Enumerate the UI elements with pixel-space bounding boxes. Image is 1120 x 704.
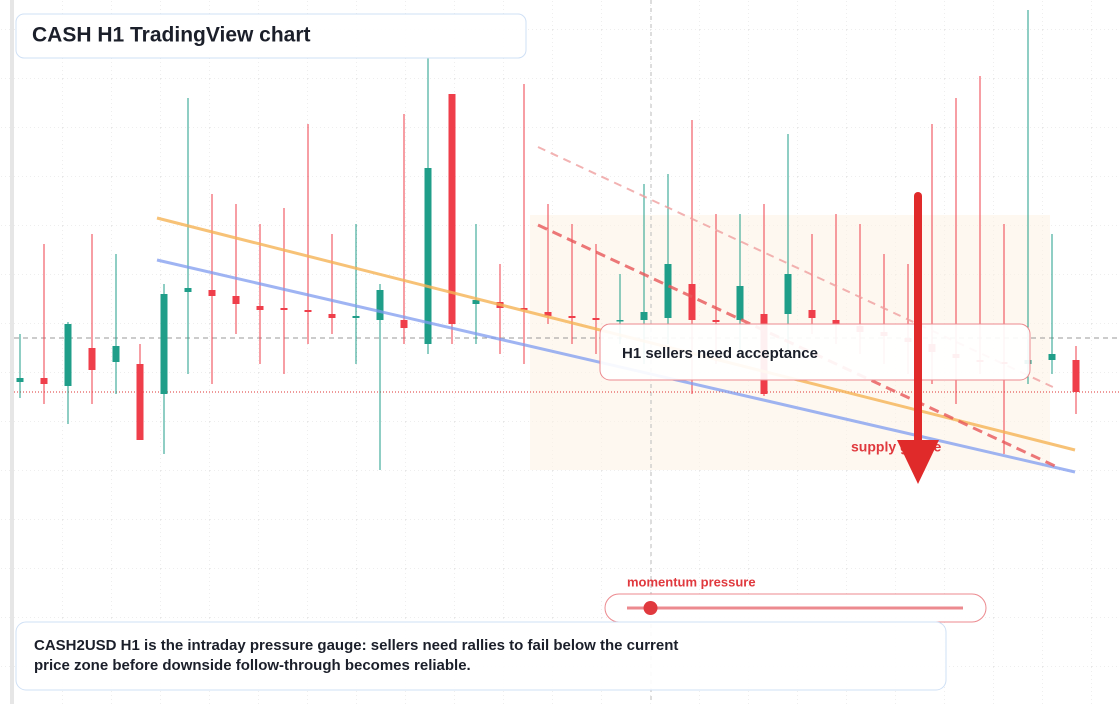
body (280, 308, 288, 310)
body (376, 290, 384, 320)
body (400, 320, 408, 328)
body (64, 324, 72, 386)
chart-title: CASH H1 TradingView chart (32, 24, 311, 47)
body (88, 348, 96, 370)
body (712, 320, 720, 322)
body (664, 264, 672, 318)
body (592, 318, 600, 320)
body (424, 168, 432, 344)
body (112, 346, 120, 362)
body (784, 274, 792, 314)
body (136, 364, 144, 440)
body (736, 286, 744, 320)
body (616, 320, 624, 322)
body (1048, 354, 1056, 360)
caption-wrap: CASH2USD H1 is the intraday pressure gau… (34, 637, 679, 674)
edge (10, 0, 14, 704)
body (16, 378, 24, 382)
body (520, 308, 528, 310)
body (808, 310, 816, 318)
body (568, 316, 576, 318)
annotation-box (599, 323, 1031, 381)
body (328, 314, 336, 318)
title-box (15, 13, 527, 59)
body (208, 290, 216, 296)
annotation: H1 sellers need acceptance (622, 345, 818, 362)
body (40, 378, 48, 384)
momentum-knob (643, 601, 658, 615)
body (640, 312, 648, 320)
momentum-label: momentum pressure (627, 574, 756, 589)
body (304, 310, 312, 312)
body (352, 316, 360, 318)
body (544, 312, 552, 316)
body (160, 294, 168, 394)
body (1072, 360, 1080, 392)
body (472, 300, 480, 304)
arrow-head (897, 440, 939, 484)
trendline (537, 146, 1056, 389)
body (688, 284, 696, 320)
body (832, 320, 840, 324)
body (448, 94, 456, 324)
body (232, 296, 240, 304)
body (184, 288, 192, 292)
caption-box (15, 621, 947, 691)
body (256, 306, 264, 310)
caption: CASH2USD H1 is the intraday pressure gau… (34, 637, 679, 674)
